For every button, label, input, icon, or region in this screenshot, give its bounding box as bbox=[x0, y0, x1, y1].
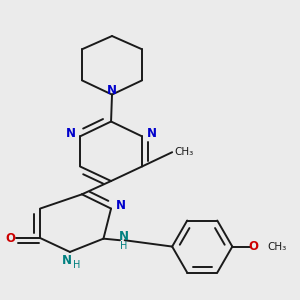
Text: H: H bbox=[73, 260, 81, 270]
Text: CH₃: CH₃ bbox=[175, 147, 194, 157]
Text: CH₃: CH₃ bbox=[267, 242, 286, 252]
Text: O: O bbox=[6, 232, 16, 244]
Text: H: H bbox=[120, 241, 127, 251]
Text: N: N bbox=[65, 128, 76, 140]
Text: N: N bbox=[116, 199, 126, 212]
Text: N: N bbox=[107, 84, 117, 97]
Text: N: N bbox=[119, 230, 129, 243]
Text: O: O bbox=[248, 240, 259, 253]
Text: N: N bbox=[147, 128, 157, 140]
Text: N: N bbox=[62, 254, 72, 267]
